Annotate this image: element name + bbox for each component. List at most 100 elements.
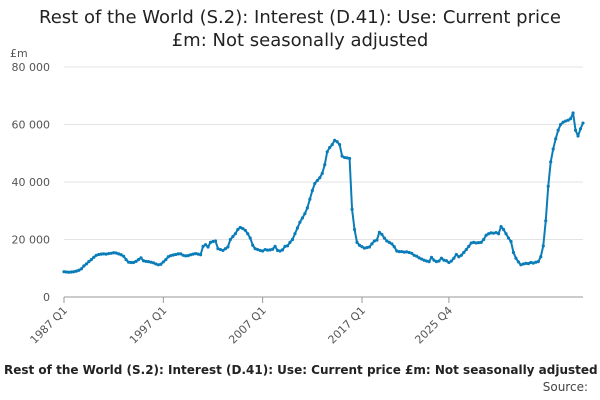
data-point: [174, 252, 178, 257]
x-tick-label: 2017 Q1: [326, 304, 369, 347]
data-points: [62, 111, 585, 274]
data-point: [114, 251, 118, 255]
data-point: [442, 258, 446, 262]
data-point: [372, 239, 377, 243]
x-tick-label: 1997 Q1: [127, 304, 170, 347]
data-point: [576, 134, 580, 138]
y-axis-tick-labels: 0 20 000 40 000 60 000 80 000: [12, 61, 51, 304]
data-point: [474, 241, 478, 245]
data-point: [194, 251, 198, 256]
data-point: [102, 252, 106, 256]
data-point: [347, 156, 352, 161]
data-point: [161, 260, 165, 264]
data-point: [303, 212, 307, 216]
data-point: [231, 235, 235, 239]
data-point: [434, 260, 439, 264]
data-point: [509, 239, 513, 244]
data-point: [484, 233, 488, 237]
data-point: [84, 262, 88, 266]
data-point: [352, 227, 357, 232]
data-point: [407, 250, 411, 255]
data-point: [561, 120, 565, 124]
data-point: [119, 253, 123, 257]
data-point: [489, 231, 493, 235]
data-point: [256, 247, 260, 252]
data-point: [467, 244, 471, 248]
data-point: [275, 248, 280, 253]
x-tick-label: 1987 Q1: [28, 304, 71, 347]
data-point: [571, 111, 575, 115]
data-point: [387, 240, 391, 244]
data-point: [539, 255, 543, 259]
series-line: [63, 112, 584, 274]
data-point: [293, 232, 297, 236]
data-point: [216, 247, 220, 251]
data-point: [228, 237, 232, 242]
data-point: [449, 259, 453, 263]
y-tick-label: 0: [43, 291, 50, 304]
data-point: [253, 247, 257, 251]
y-tick-label: 20 000: [12, 234, 51, 247]
data-point: [126, 260, 131, 264]
data-point: [412, 253, 416, 257]
data-point: [419, 257, 424, 261]
data-point: [246, 232, 250, 236]
data-point: [268, 248, 272, 252]
data-point: [273, 244, 277, 248]
data-point: [566, 118, 570, 122]
data-point: [305, 206, 309, 210]
data-point: [196, 252, 200, 256]
y-tick-label: 60 000: [12, 119, 51, 132]
data-point: [536, 260, 540, 264]
data-point: [501, 227, 506, 232]
data-point: [243, 228, 247, 232]
data-point: [159, 262, 163, 266]
data-point: [424, 259, 429, 263]
data-point: [370, 242, 374, 246]
data-point: [397, 249, 401, 254]
data-point: [405, 250, 409, 254]
data-point: [531, 261, 535, 265]
data-point: [77, 268, 81, 272]
y-tick-label: 40 000: [12, 176, 51, 189]
data-point: [323, 163, 327, 167]
data-point: [109, 251, 113, 255]
data-point: [251, 243, 255, 247]
data-point: [221, 248, 225, 253]
data-point: [261, 249, 265, 253]
data-point: [472, 240, 476, 244]
data-point: [112, 251, 116, 255]
data-point: [189, 253, 193, 257]
data-point: [333, 138, 337, 142]
data-point: [134, 259, 138, 263]
data-point: [427, 260, 431, 264]
data-point: [459, 253, 463, 257]
data-point: [395, 249, 399, 253]
x-tick-label: 2025 Q4: [412, 304, 455, 347]
data-point: [136, 258, 141, 262]
data-point: [169, 254, 173, 258]
x-axis-tick-labels: 1987 Q1 1997 Q1 2007 Q1 2017 Q1 2025 Q4: [28, 297, 455, 346]
data-point: [365, 245, 369, 250]
data-point: [79, 267, 83, 271]
data-point: [549, 160, 553, 164]
data-point: [191, 252, 195, 256]
data-point: [544, 219, 548, 223]
data-point: [452, 256, 456, 260]
data-point: [181, 253, 185, 257]
data-point: [564, 119, 568, 123]
data-point: [124, 258, 128, 262]
data-point: [99, 252, 103, 256]
data-point: [526, 262, 530, 266]
data-point: [223, 247, 228, 251]
data-point: [67, 270, 71, 274]
data-point: [377, 230, 381, 234]
data-point: [521, 262, 526, 266]
data-point: [263, 247, 267, 252]
data-point: [464, 247, 468, 252]
data-point: [144, 259, 148, 263]
data-point: [340, 154, 344, 158]
data-point: [310, 189, 314, 193]
data-point: [355, 240, 359, 244]
